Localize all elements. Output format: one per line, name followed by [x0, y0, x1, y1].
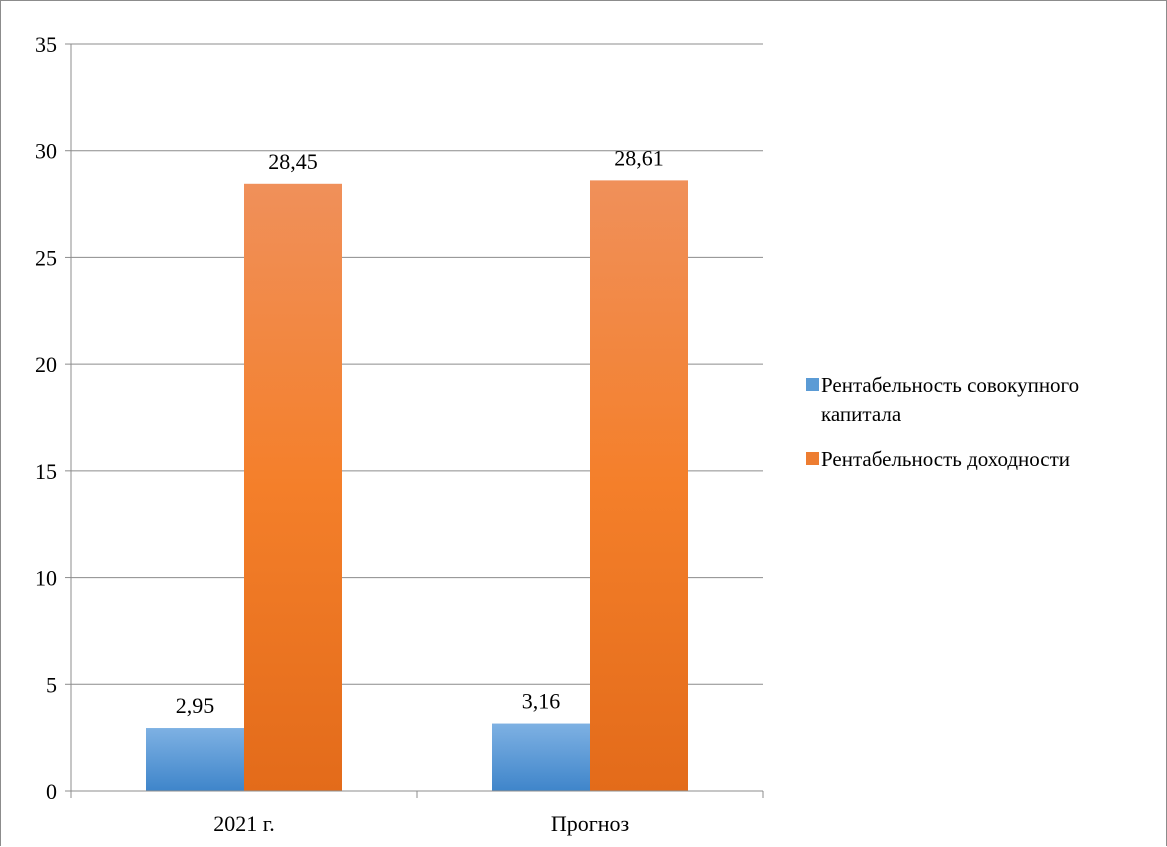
bar-capital-1	[492, 723, 590, 791]
y-tick-label: 20	[35, 352, 57, 377]
legend-swatch	[806, 378, 819, 391]
y-tick-label: 30	[35, 139, 57, 164]
bar-income-0	[244, 183, 342, 791]
legend-label: Рентабельность совокупного капитала	[821, 373, 1080, 426]
x-tick-label: 2021 г.	[213, 811, 275, 836]
y-tick-label: 10	[35, 566, 57, 591]
data-label: 28,61	[614, 145, 664, 170]
labels: 0 5 10 15 20 25 30 35 2,95 28,45 2021 г. 3,16 28,61 П…	[35, 32, 664, 836]
y-tick-label: 35	[35, 32, 57, 57]
y-tick-label: 25	[35, 245, 57, 270]
bars	[146, 180, 688, 791]
legend-item: Рентабельность доходности	[806, 445, 1156, 474]
data-label: 3,16	[522, 689, 561, 714]
gridlines	[71, 43, 763, 685]
legend-label: Рентабельность доходности	[821, 447, 1071, 471]
bar-income-1	[590, 180, 688, 791]
bar-capital-0	[146, 728, 244, 791]
y-tick-label: 15	[35, 459, 57, 484]
data-label: 2,95	[176, 693, 215, 718]
data-label: 28,45	[268, 149, 318, 174]
legend-swatch	[806, 452, 819, 465]
y-tick-label: 5	[46, 672, 57, 697]
legend-item: Рентабельность совокупного капитала	[806, 371, 1156, 429]
legend: Рентабельность совокупного капитала Рента…	[806, 371, 1156, 490]
x-tick-label: Прогноз	[551, 811, 629, 836]
y-tick-label: 0	[46, 779, 57, 804]
axes	[65, 43, 764, 798]
